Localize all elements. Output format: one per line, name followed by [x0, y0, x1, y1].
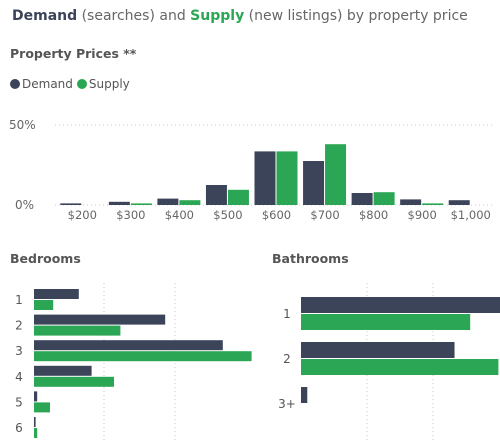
x-tick-label: $200 [68, 208, 97, 222]
prices-chart-title: Property Prices ** [10, 46, 137, 61]
y-tick-label: 50% [9, 118, 36, 132]
legend-dot-supply [76, 79, 87, 89]
title-demand: Demand [12, 8, 78, 24]
bar-demand [34, 391, 38, 402]
legend-item-supply[interactable]: Supply [76, 77, 130, 91]
bar-demand [34, 365, 92, 376]
bar-supply [34, 376, 114, 387]
bar-demand [34, 417, 36, 427]
category-label: 3+ [278, 397, 296, 411]
bar-demand [60, 203, 82, 205]
bar-supply [34, 351, 252, 362]
bar-demand [34, 340, 223, 351]
bar-demand [34, 289, 79, 299]
bar-demand [157, 198, 179, 205]
x-tick-label: $700 [310, 208, 339, 222]
bathrooms-chart-title: Bathrooms [272, 251, 349, 266]
bar-supply [373, 192, 395, 205]
bar-demand [205, 185, 227, 205]
bar-supply [276, 151, 298, 205]
legend-label-supply: Supply [88, 77, 130, 91]
x-tick-label: $800 [359, 208, 388, 222]
legend-label-demand: Demand [22, 77, 73, 91]
category-label: 2 [15, 319, 23, 333]
bar-demand [448, 200, 470, 205]
x-tick-label: $500 [213, 208, 242, 222]
bar-supply [179, 200, 201, 205]
title-mid1: (searches) and [77, 8, 191, 24]
bar-supply [34, 325, 121, 336]
bedrooms-chart-title: Bedrooms [10, 251, 81, 266]
bar-supply [301, 359, 499, 375]
bar-supply [34, 428, 38, 438]
y-tick-label: 0% [15, 198, 34, 212]
bar-supply [34, 402, 50, 413]
bar-demand [303, 161, 325, 205]
bar-demand [301, 342, 455, 358]
category-label: 6 [15, 421, 23, 435]
category-label: 3 [15, 344, 23, 358]
category-label: 1 [283, 307, 291, 321]
category-label: 4 [15, 370, 23, 384]
chart-legend: Demand Supply [10, 77, 134, 91]
bar-demand [400, 199, 422, 205]
bar-supply [301, 314, 471, 330]
legend-item-demand[interactable]: Demand [10, 77, 73, 91]
bar-supply [34, 300, 54, 310]
category-label: 1 [15, 293, 23, 307]
x-tick-label: $900 [408, 208, 437, 222]
title-supply: Supply [190, 8, 245, 24]
legend-dot-demand [10, 79, 20, 89]
bar-demand [351, 193, 373, 205]
title-mid2: (new listings) by property price [244, 8, 468, 24]
x-tick-label: $1,000 [451, 208, 491, 222]
bar-demand [301, 387, 308, 403]
bar-demand [254, 151, 276, 205]
category-label: 2 [283, 352, 291, 366]
x-tick-label: $300 [116, 208, 145, 222]
bar-supply [422, 203, 444, 205]
bar-supply [130, 203, 152, 205]
x-tick-label: $400 [165, 208, 194, 222]
page-title: Demand (searches) and Supply (new listin… [12, 8, 468, 24]
bar-demand [108, 201, 130, 205]
category-label: 5 [15, 395, 23, 409]
bar-demand [34, 314, 166, 325]
bar-supply [227, 189, 249, 205]
bar-supply [325, 144, 347, 205]
bar-demand [301, 297, 500, 313]
x-tick-label: $600 [262, 208, 291, 222]
